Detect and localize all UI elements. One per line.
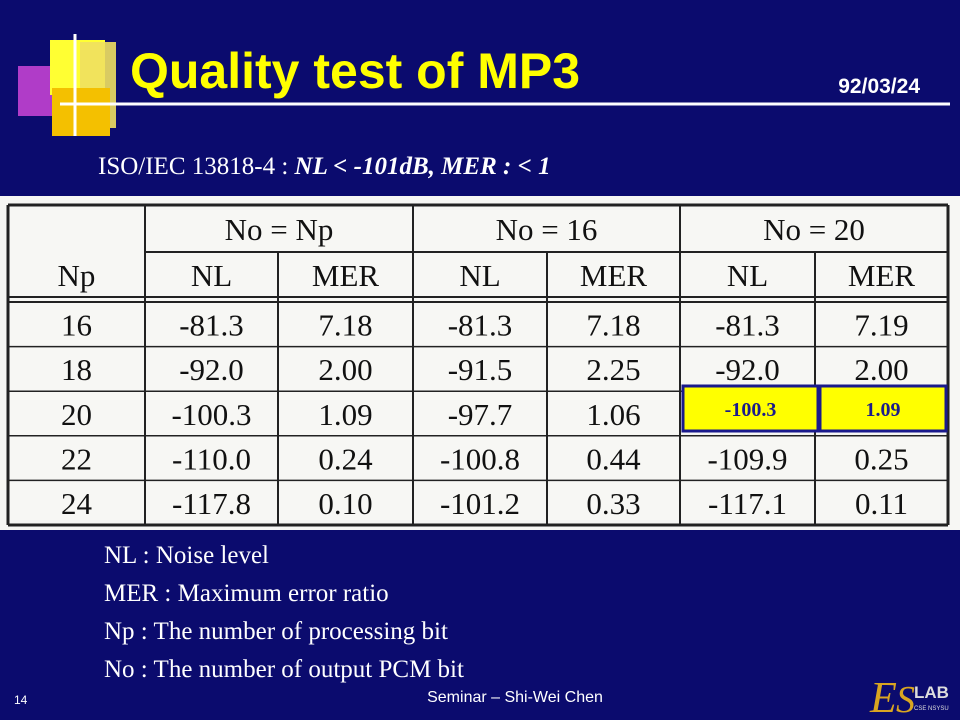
highlight-box	[681, 384, 820, 433]
subtitle: ISO/IEC 13818-4 : NL < -101dB, MER : < 1	[98, 153, 551, 180]
cell: 0.24	[318, 441, 373, 476]
cell: 7.18	[586, 308, 640, 343]
note: MER : Maximum error ratio	[104, 580, 389, 607]
cell: 2.25	[586, 352, 640, 387]
column-header: MER	[580, 258, 648, 293]
cell: -97.7	[448, 397, 513, 432]
cell: -92.0	[715, 352, 780, 387]
cell: 20	[61, 397, 92, 432]
note: No : The number of output PCM bit	[104, 656, 464, 683]
cell: 2.00	[318, 352, 372, 387]
cell: -110.0	[172, 441, 251, 476]
group-header: No = Np	[225, 212, 334, 247]
deco-square	[52, 88, 110, 136]
note: Np : The number of processing bit	[104, 618, 448, 645]
cell: 7.18	[318, 308, 372, 343]
cell: -92.0	[179, 352, 244, 387]
highlight-value: -100.3	[725, 399, 777, 421]
cell: 1.06	[586, 397, 640, 432]
note: NL : Noise level	[104, 542, 269, 569]
cell: 0.10	[318, 486, 372, 521]
cell: 0.11	[855, 486, 908, 521]
column-header: NL	[727, 258, 768, 293]
date: 92/03/24	[838, 75, 920, 98]
cell: 1.09	[318, 397, 372, 432]
notes: NL : Noise level MER : Maximum error rati…	[104, 542, 464, 683]
cell: -117.1	[708, 486, 787, 521]
column-header: MER	[848, 258, 916, 293]
cell: 7.19	[854, 308, 908, 343]
cell: 24	[61, 486, 93, 521]
cell: -117.8	[172, 486, 251, 521]
cell: -101.2	[440, 486, 520, 521]
subtitle-condition: NL < -101dB, MER : < 1	[294, 153, 551, 180]
cell: 0.25	[854, 441, 908, 476]
decoration	[18, 34, 950, 136]
footer-presenter: Seminar – Shi-Wei Chen	[427, 689, 603, 706]
column-header: MER	[312, 258, 380, 293]
logo-e: E	[869, 673, 897, 720]
column-header: Np	[58, 258, 96, 293]
cell: -81.3	[448, 308, 513, 343]
logo-s: S	[896, 679, 915, 720]
subtitle-prefix: ISO/IEC 13818-4 :	[98, 153, 295, 180]
cell: 16	[61, 308, 92, 343]
table: No = Np No = 16 No = 20 Np NL MER NL MER NL MER 16…	[6, 203, 950, 527]
title: Quality test of MP3	[130, 43, 580, 99]
column-header: NL	[459, 258, 500, 293]
cell: 2.00	[854, 352, 908, 387]
group-header: No = 16	[496, 212, 598, 247]
highlight-value: 1.09	[866, 399, 901, 421]
column-header: NL	[191, 258, 232, 293]
cell: -81.3	[715, 308, 780, 343]
cell: -100.3	[171, 397, 251, 432]
logo-sub: CSE NSYSU	[914, 706, 949, 712]
cell: -109.9	[707, 441, 787, 476]
highlight-box	[818, 384, 948, 433]
cell: -100.8	[440, 441, 520, 476]
cell: 18	[61, 352, 92, 387]
page-number: 14	[14, 693, 28, 707]
cell: 22	[61, 441, 92, 476]
cell: 0.44	[586, 441, 641, 476]
cell: -91.5	[448, 352, 513, 387]
group-header: No = 20	[763, 212, 865, 247]
cell: 0.33	[586, 486, 640, 521]
logo: E S LAB CSE NSYSU	[869, 673, 949, 720]
cell: -81.3	[179, 308, 244, 343]
logo-lab: LAB	[914, 683, 949, 702]
